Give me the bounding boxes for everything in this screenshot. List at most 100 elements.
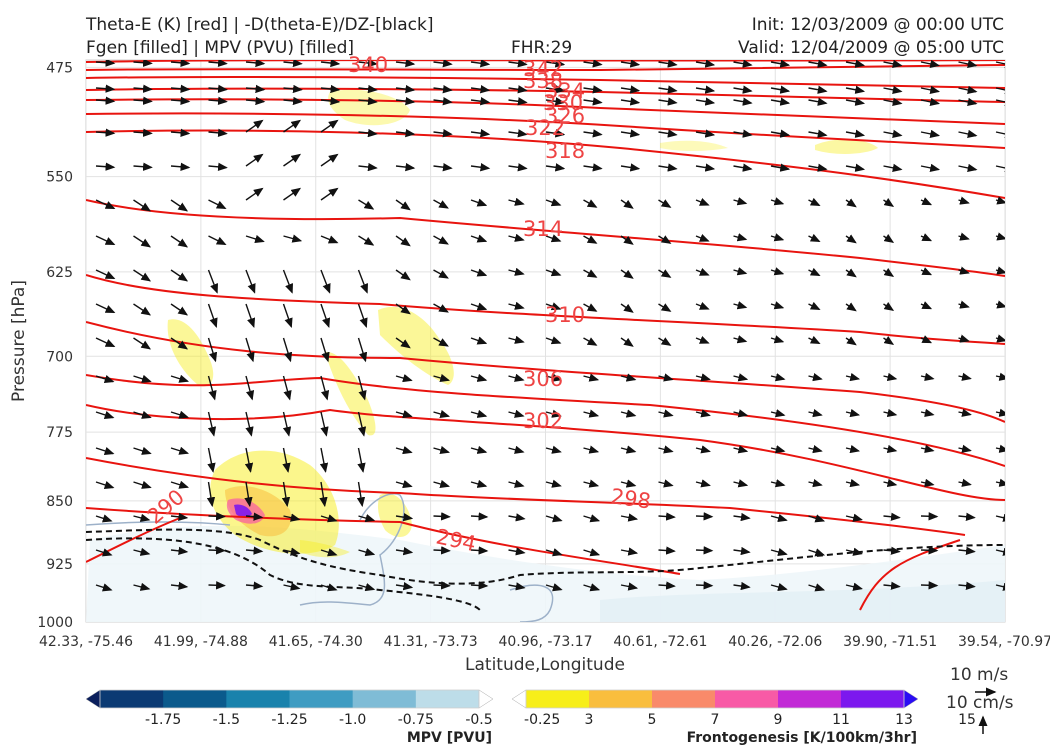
- wind-vector: [170, 337, 189, 350]
- wind-vector: [770, 163, 791, 172]
- wind-vector: [244, 481, 253, 508]
- wind-vector: [207, 411, 217, 437]
- wind-vector: [845, 163, 866, 172]
- x-tick-label: 41.65, -74.30: [269, 634, 363, 650]
- wind-vector: [133, 547, 151, 556]
- wind-vector: [845, 444, 861, 454]
- wind-vector: [95, 269, 116, 280]
- wind-vector: [658, 60, 678, 68]
- wind-vector: [320, 187, 339, 201]
- wind-vector: [95, 514, 113, 523]
- wind-vector: [395, 410, 413, 419]
- wind-vector: [883, 478, 898, 488]
- colorbar-tick-label: -1.0: [339, 712, 366, 728]
- wind-vector: [283, 513, 301, 522]
- wind-vector: [470, 302, 488, 311]
- wind-vector: [245, 119, 264, 133]
- wind-vector: [883, 372, 898, 382]
- wind-vector: [395, 582, 414, 591]
- init-time: Init: 12/03/2009 @ 00:00 UTC: [751, 15, 1004, 35]
- x-tick-label: 41.99, -74.88: [154, 634, 248, 650]
- wind-vector: [320, 583, 338, 592]
- wind-vector: [283, 96, 303, 106]
- wind-vector: [920, 546, 939, 555]
- wind-vector: [470, 581, 489, 590]
- wind-vector: [620, 547, 639, 556]
- wind-vector: [883, 198, 895, 207]
- wind-vector: [208, 199, 227, 209]
- colorbar-tick-label: -1.5: [213, 712, 240, 728]
- wind-vector: [845, 97, 866, 106]
- theta-e-label: 338: [523, 69, 563, 93]
- wind-vector: [808, 97, 828, 106]
- wind-vector: [883, 97, 903, 106]
- wind-vector: [770, 97, 791, 106]
- wind-vector: [245, 512, 264, 521]
- wind-vector: [470, 546, 489, 555]
- wind-vector: [920, 233, 933, 242]
- wind-vector: [395, 96, 416, 106]
- frontogenesis-colorbar: 3 5 7 9 11 13 15 Frontogenesis [K/100km/3hr]: [511, 689, 976, 746]
- wind-vector: [545, 163, 566, 172]
- wind-vector: [281, 481, 291, 508]
- colorbar-tick-label: -1.75: [145, 712, 181, 728]
- wind-vector: [320, 303, 331, 329]
- wind-vector: [845, 302, 857, 312]
- wind-vector: [958, 444, 972, 453]
- wind-vector: [995, 266, 1005, 275]
- wind-vector: [208, 96, 228, 106]
- wind-vector: [658, 337, 672, 346]
- wind-vector: [658, 235, 672, 244]
- wind-vector: [658, 581, 676, 590]
- wind-vector: [620, 235, 634, 245]
- wind-vector: [695, 163, 716, 172]
- colorbar-segment: [289, 690, 354, 708]
- wind-vector: [658, 512, 676, 521]
- wind-vector: [770, 373, 786, 382]
- wind-vector: [770, 60, 791, 68]
- wind-vector: [208, 60, 228, 68]
- wind-vector: [995, 300, 1005, 309]
- wind-vector: [133, 337, 152, 350]
- wind-vector: [356, 481, 366, 508]
- wind-vector: [433, 373, 451, 383]
- wind-vector: [433, 512, 451, 521]
- wind-vector: [733, 445, 749, 454]
- wind-vector: [395, 547, 414, 556]
- wind-vector: [245, 84, 266, 94]
- wind-vector: [320, 411, 329, 437]
- wind-vector: [883, 512, 901, 521]
- wind-vector: [845, 60, 866, 68]
- y-tick-label: 925: [46, 557, 73, 573]
- wind-vector: [845, 85, 866, 94]
- wind-vector: [583, 373, 600, 382]
- wind-vector: [620, 479, 637, 488]
- colorbar-extend-right: [903, 689, 919, 709]
- wind-vector: [583, 514, 601, 523]
- wind-vector: [208, 581, 226, 590]
- wind-vector: [470, 85, 491, 94]
- dtheta-dz-contour: [86, 537, 481, 611]
- wind-vector: [320, 548, 338, 557]
- theta-e-label: 340: [348, 53, 388, 77]
- wind-vector: [320, 153, 339, 167]
- wind-vector: [733, 335, 748, 344]
- wind-vector: [883, 302, 895, 311]
- wind-vector: [395, 162, 416, 172]
- wind-vector: [733, 546, 751, 556]
- colorbar-segment: [352, 690, 417, 708]
- wind-vector: [245, 234, 265, 243]
- x-tick-label: 40.61, -72.61: [613, 634, 707, 650]
- wind-vector: [583, 199, 598, 208]
- wind-vector: [245, 581, 264, 590]
- wind-vector: [695, 581, 714, 590]
- wind-vector: [658, 269, 672, 278]
- wind-vector: [470, 198, 488, 207]
- wind-vector: [958, 266, 970, 275]
- wind-vector: [845, 582, 863, 591]
- wind-vector: [283, 84, 303, 94]
- wind-vector: [733, 301, 748, 310]
- wind-vector: [207, 303, 218, 329]
- wind-vector: [133, 446, 152, 455]
- wind-vector: [170, 60, 191, 67]
